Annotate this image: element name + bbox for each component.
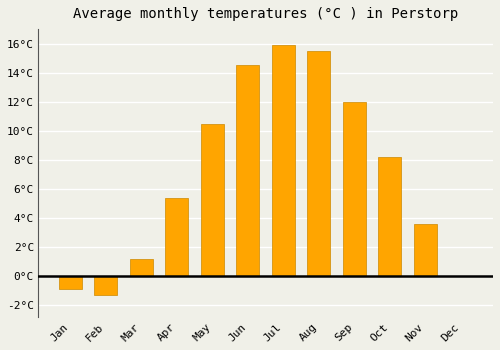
- Bar: [308, 51, 330, 276]
- Bar: [414, 224, 437, 276]
- Bar: [166, 198, 188, 276]
- Bar: [378, 157, 402, 276]
- Title: Average monthly temperatures (°C ) in Perstorp: Average monthly temperatures (°C ) in Pe…: [73, 7, 458, 21]
- Bar: [343, 102, 366, 276]
- Bar: [272, 45, 295, 276]
- Bar: [59, 276, 82, 289]
- Bar: [201, 124, 224, 276]
- Bar: [236, 65, 260, 276]
- Bar: [94, 276, 118, 295]
- Bar: [130, 259, 153, 276]
